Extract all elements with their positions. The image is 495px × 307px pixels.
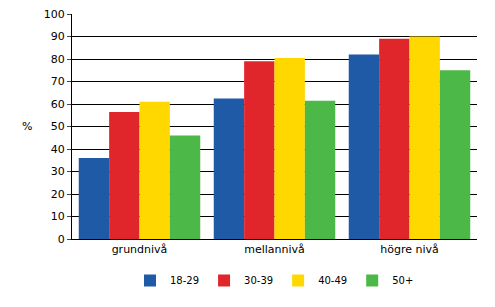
svg-text:60: 60 — [51, 98, 65, 111]
svg-text:70: 70 — [51, 75, 65, 88]
svg-text:18-29: 18-29 — [170, 275, 199, 286]
svg-text:10: 10 — [51, 210, 65, 223]
svg-text:20: 20 — [51, 188, 65, 201]
svg-text:0: 0 — [58, 233, 65, 246]
svg-text:50+: 50+ — [392, 275, 413, 286]
svg-text:40: 40 — [51, 143, 65, 156]
svg-text:80: 80 — [51, 53, 65, 66]
svg-text:40-49: 40-49 — [318, 275, 347, 286]
svg-text:100: 100 — [44, 8, 65, 21]
svg-text:90: 90 — [51, 30, 65, 43]
svg-text:30: 30 — [51, 165, 65, 178]
svg-text:50: 50 — [51, 120, 65, 133]
svg-text:mellannivå: mellannivå — [244, 243, 305, 256]
svg-text:%: % — [22, 120, 32, 133]
svg-text:grundnivå: grundnivå — [112, 243, 168, 256]
svg-text:högre nivå: högre nivå — [380, 243, 439, 256]
svg-text:30-39: 30-39 — [244, 275, 273, 286]
